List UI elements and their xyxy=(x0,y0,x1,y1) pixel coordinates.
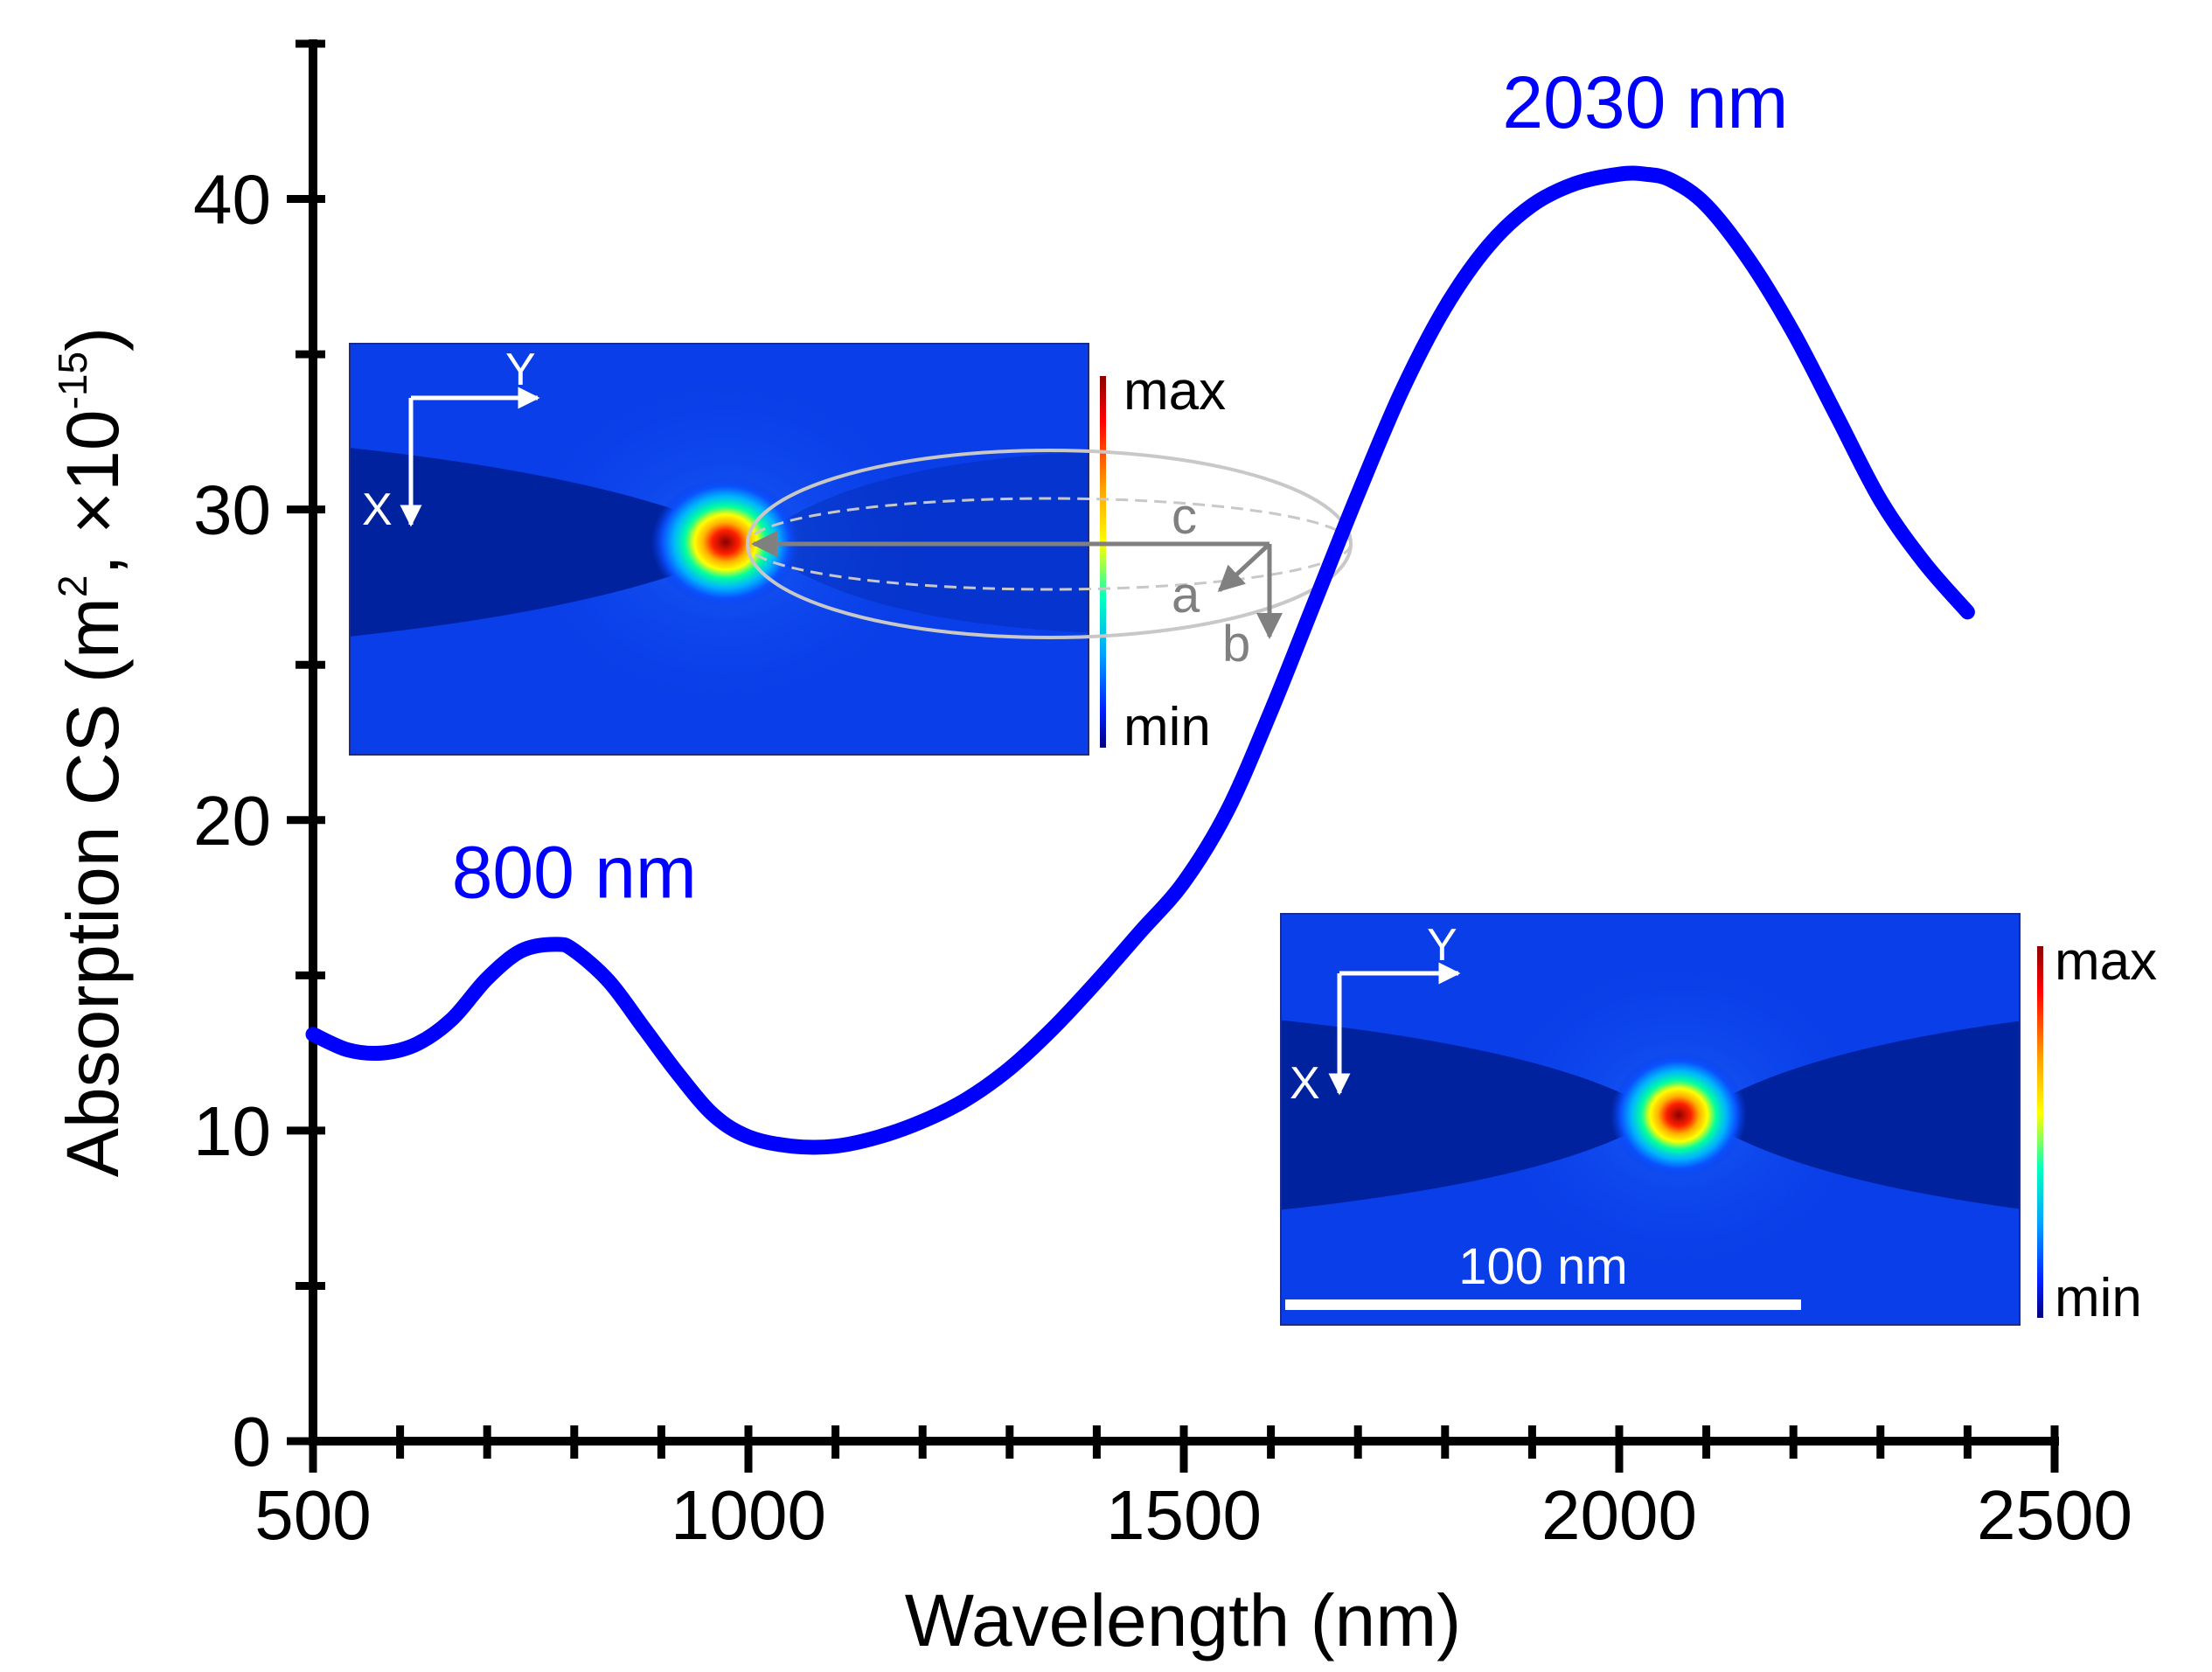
inset-bottom-axis-y: Y xyxy=(1427,920,1457,971)
y-axis-title-sup2: -15 xyxy=(50,352,95,409)
series-line-absorption xyxy=(305,165,1975,1155)
inset-top-scale-min: min xyxy=(1123,697,1211,757)
scale-bar-label: 100 nm xyxy=(1458,1238,1627,1295)
y-axis-title: Absorption CS (m2, ×10-15) xyxy=(50,327,134,1177)
x-tick-label: 2000 xyxy=(1541,1476,1697,1554)
dim-a-arrow xyxy=(1217,542,1271,593)
x-tick-label: 1500 xyxy=(1106,1476,1262,1554)
inset-top-field-map: max min Y X c a b xyxy=(349,343,1353,757)
x-tick-label: 500 xyxy=(254,1476,371,1554)
peak-annotation-2030nm: 2030 nm xyxy=(1502,61,1788,143)
dim-c-label: c xyxy=(1172,488,1197,545)
y-tick-label: 10 xyxy=(193,1092,271,1170)
y-tick-label: 0 xyxy=(233,1403,272,1480)
y-axis-title-main: Absorption CS (m xyxy=(52,597,134,1177)
y-tick-label: 20 xyxy=(193,782,271,860)
y-tick-label: 40 xyxy=(193,161,271,239)
dim-a-label: a xyxy=(1172,567,1200,624)
inset-bottom-scale-max: max xyxy=(2055,931,2157,992)
inset-bottom-scale-min: min xyxy=(2055,1268,2142,1328)
scale-bar xyxy=(1285,1299,1801,1310)
axes: 500 1000 1500 2000 2500 0 10 20 30 40 Wavelength… xyxy=(50,39,2132,1662)
x-ticks: 500 1000 1500 2000 2500 xyxy=(254,1425,2132,1554)
dim-b-label: b xyxy=(1222,616,1250,672)
inset-top-colorbar xyxy=(1100,376,1106,748)
inset-bottom-colorbar xyxy=(2037,946,2043,1318)
y-axis-title-sup1: 2 xyxy=(50,575,95,598)
inset-top-scale-max: max xyxy=(1123,361,1226,421)
y-ticks: 0 10 20 30 40 xyxy=(193,39,325,1480)
x-tick-label: 2500 xyxy=(1977,1476,2132,1554)
x-axis-title: Wavelength (nm) xyxy=(905,1579,1461,1662)
peak-annotation-800nm: 800 nm xyxy=(452,832,697,914)
inset-top-axis-y: Y xyxy=(505,345,536,395)
inset-bottom-axis-x: X xyxy=(1290,1058,1320,1109)
inset-top-axis-x: X xyxy=(362,484,393,535)
x-tick-label: 1000 xyxy=(671,1476,826,1554)
y-axis-title-mid: , ×10 xyxy=(52,409,134,575)
inset-bottom-field-map: max min Y X 100 nm xyxy=(1280,913,2157,1328)
spheroid-section xyxy=(746,497,1353,591)
y-axis-title-end: ) xyxy=(52,327,134,352)
y-tick-label: 30 xyxy=(193,471,271,549)
